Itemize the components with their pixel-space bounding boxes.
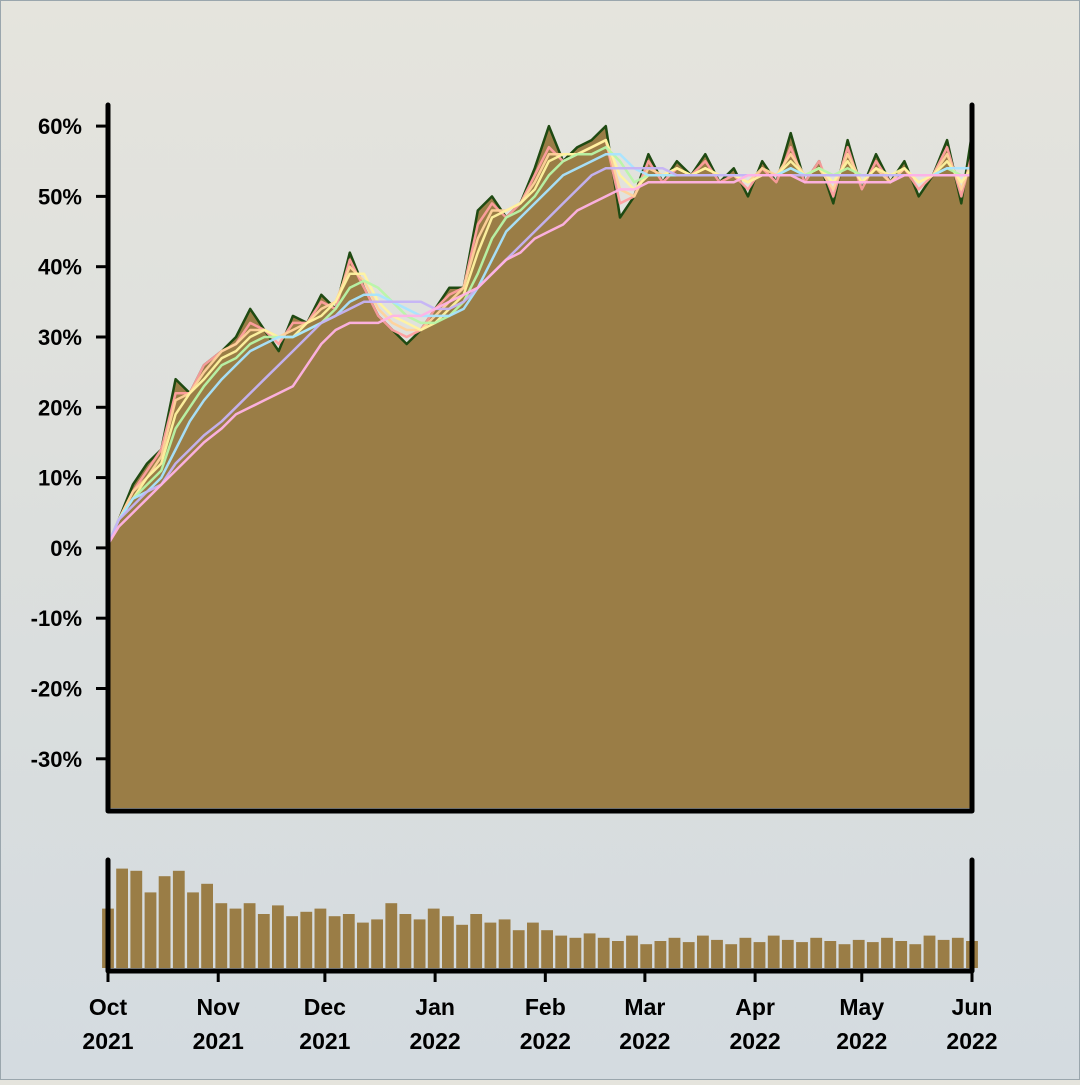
volume-bar bbox=[498, 919, 511, 968]
moving-average-line-7 bbox=[106, 174, 972, 546]
y-tick-label: -10% bbox=[31, 606, 82, 631]
volume-bar bbox=[668, 937, 681, 968]
y-tick-label: -20% bbox=[31, 676, 82, 701]
volume-bar bbox=[626, 935, 638, 968]
volume-bar bbox=[257, 914, 270, 968]
y-tick-label: 30% bbox=[38, 325, 82, 350]
moving-average-line-2 bbox=[106, 138, 974, 545]
price-line bbox=[106, 124, 974, 545]
x-tick-label-month: Dec bbox=[304, 994, 346, 1020]
x-tick-label-month: Jun bbox=[952, 994, 993, 1020]
volume-bar bbox=[796, 942, 808, 968]
volume-bar bbox=[385, 903, 398, 968]
volume-bar bbox=[442, 916, 454, 968]
volume-bar bbox=[413, 919, 426, 968]
volume-bar bbox=[357, 922, 369, 968]
volume-bar bbox=[824, 941, 837, 968]
volume-bar bbox=[767, 935, 780, 968]
volume-bar bbox=[881, 937, 893, 968]
volume-bar bbox=[527, 922, 539, 968]
volume-bar bbox=[682, 942, 695, 968]
x-tick-label-year: 2021 bbox=[193, 1028, 244, 1054]
x-tick-label-year: 2022 bbox=[410, 1028, 461, 1054]
volume-bar bbox=[427, 908, 440, 968]
volume-bar bbox=[158, 876, 171, 968]
y-tick-label: -30% bbox=[31, 747, 82, 772]
volume-bar bbox=[130, 870, 143, 968]
volume-bar bbox=[201, 883, 213, 968]
volume-bar bbox=[583, 933, 596, 968]
volume-bar bbox=[555, 935, 568, 968]
volume-bar bbox=[612, 941, 624, 968]
volume-bar bbox=[541, 930, 553, 968]
volume-bar bbox=[654, 941, 667, 968]
x-tick-label-year: 2022 bbox=[619, 1028, 670, 1054]
x-tick-label-month: Oct bbox=[89, 994, 128, 1020]
x-tick-label-year: 2022 bbox=[520, 1028, 571, 1054]
y-tick-label: 10% bbox=[38, 466, 82, 491]
volume-bar bbox=[286, 916, 298, 968]
y-tick-label: 40% bbox=[38, 255, 82, 280]
volume-bar bbox=[272, 905, 284, 968]
volume-bar bbox=[484, 922, 497, 968]
volume-bar bbox=[697, 935, 709, 968]
volume-bar bbox=[399, 914, 412, 968]
x-tick-label-month: Jan bbox=[415, 994, 455, 1020]
y-tick-label: 50% bbox=[38, 184, 82, 209]
volume-bar bbox=[739, 937, 752, 968]
volume-bar bbox=[937, 939, 950, 968]
price-area bbox=[108, 126, 972, 809]
volume-bar bbox=[852, 939, 865, 968]
x-tick-label-month: Mar bbox=[624, 994, 665, 1020]
volume-bar bbox=[328, 916, 341, 968]
volume-bar bbox=[470, 914, 483, 968]
volume-bar bbox=[229, 908, 242, 968]
volume-bar bbox=[640, 944, 653, 968]
volume-bar bbox=[725, 944, 738, 968]
volume-bar bbox=[895, 941, 908, 968]
volume-bar bbox=[512, 930, 525, 968]
volume-bar bbox=[172, 870, 185, 968]
volume-bar bbox=[597, 937, 610, 968]
y-tick-label: 20% bbox=[38, 395, 82, 420]
volume-bar bbox=[243, 903, 256, 968]
volume-bar bbox=[838, 944, 851, 968]
volume-bar bbox=[909, 944, 922, 968]
volume-bar bbox=[342, 914, 355, 968]
volume-bar bbox=[753, 942, 766, 968]
volume-bar bbox=[187, 892, 199, 968]
volume-bar bbox=[456, 924, 468, 968]
volume-bar bbox=[215, 903, 228, 968]
volume-bar bbox=[569, 937, 582, 968]
volume-bar bbox=[300, 911, 313, 968]
x-tick-label-year: 2022 bbox=[946, 1028, 997, 1054]
x-tick-label-month: Apr bbox=[735, 994, 775, 1020]
volume-bar bbox=[314, 908, 327, 968]
volume-bar bbox=[711, 939, 723, 968]
y-tick-label: 60% bbox=[38, 114, 82, 139]
x-tick-label-month: Nov bbox=[196, 994, 240, 1020]
volume-bar bbox=[866, 942, 879, 968]
x-tick-label-year: 2022 bbox=[730, 1028, 781, 1054]
x-tick-label-year: 2021 bbox=[82, 1028, 133, 1054]
volume-bar bbox=[116, 868, 128, 968]
volume-bar bbox=[810, 937, 823, 968]
volume-bar bbox=[923, 935, 936, 968]
x-tick-label-month: May bbox=[839, 994, 884, 1020]
x-tick-label-month: Feb bbox=[525, 994, 566, 1020]
volume-bar bbox=[144, 892, 157, 968]
x-tick-label-year: 2021 bbox=[299, 1028, 350, 1054]
moving-average-line-6 bbox=[106, 167, 972, 545]
volume-bar bbox=[371, 919, 383, 968]
moving-average-line-1 bbox=[106, 138, 974, 545]
volume-bar bbox=[781, 939, 794, 968]
volume-bar bbox=[951, 937, 964, 968]
moving-average-line-3 bbox=[106, 138, 973, 545]
x-tick-label-year: 2022 bbox=[836, 1028, 887, 1054]
y-tick-label: 0% bbox=[50, 536, 82, 561]
